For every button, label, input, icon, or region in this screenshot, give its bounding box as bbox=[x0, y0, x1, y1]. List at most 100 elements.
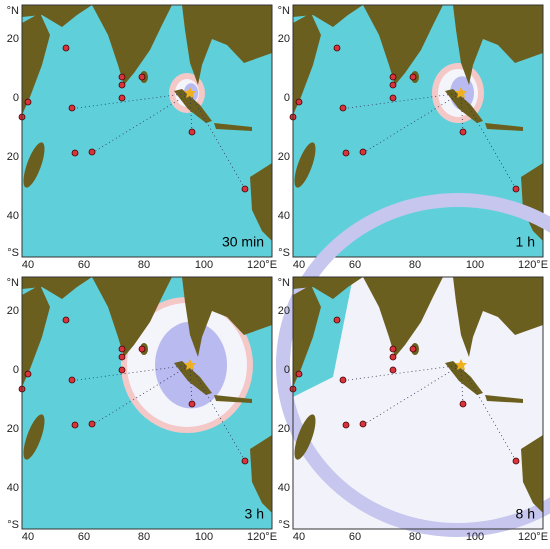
y-axis-label: °S bbox=[278, 519, 290, 531]
station bbox=[512, 185, 520, 193]
y-axis-label: °N bbox=[278, 5, 290, 17]
cable-line bbox=[76, 364, 246, 462]
x-axis-label: 80 bbox=[409, 531, 421, 543]
x-axis-label: 40 bbox=[293, 531, 305, 543]
x-axis-label: 40 bbox=[22, 531, 34, 543]
y-axis-label: 0 bbox=[284, 92, 290, 104]
y-axis-label: °N bbox=[7, 277, 19, 289]
panel-border bbox=[292, 4, 544, 258]
station bbox=[118, 353, 126, 361]
station bbox=[88, 148, 96, 156]
x-axis-label: 120°E bbox=[518, 531, 548, 543]
panel-border bbox=[292, 276, 544, 530]
epicenter bbox=[184, 87, 196, 98]
station bbox=[118, 366, 126, 374]
station bbox=[389, 81, 397, 89]
station bbox=[342, 149, 350, 157]
y-axis-label: °S bbox=[7, 519, 19, 531]
x-axis-label: 100 bbox=[195, 531, 213, 543]
y-axis-label: 20 bbox=[278, 151, 290, 163]
station bbox=[342, 421, 350, 429]
station bbox=[118, 345, 126, 353]
station bbox=[389, 353, 397, 361]
y-axis-label: 20 bbox=[7, 423, 19, 435]
x-axis-label: 80 bbox=[138, 259, 150, 271]
x-axis-label: 40 bbox=[293, 259, 305, 271]
x-axis-label: 100 bbox=[195, 259, 213, 271]
y-axis-label: 20 bbox=[278, 305, 290, 317]
x-axis-label: 80 bbox=[409, 259, 421, 271]
panel-label: 1 h bbox=[516, 234, 535, 250]
station bbox=[68, 104, 76, 112]
panel-border bbox=[21, 276, 273, 530]
station bbox=[188, 128, 196, 136]
x-axis-label: 60 bbox=[78, 531, 90, 543]
x-axis-label: 100 bbox=[466, 259, 484, 271]
y-axis-label: 40 bbox=[7, 482, 19, 494]
station bbox=[409, 73, 417, 81]
y-axis-label: °S bbox=[7, 247, 19, 259]
station bbox=[295, 370, 303, 378]
station bbox=[459, 400, 467, 408]
y-axis-label: 20 bbox=[278, 33, 290, 45]
y-axis-label: 40 bbox=[7, 210, 19, 222]
station bbox=[389, 366, 397, 374]
cable-line bbox=[347, 364, 517, 462]
epicenter bbox=[455, 87, 467, 98]
y-axis-label: 20 bbox=[278, 423, 290, 435]
y-axis-label: 40 bbox=[278, 210, 290, 222]
station bbox=[459, 128, 467, 136]
panel-border bbox=[21, 4, 273, 258]
panel-label: 3 h bbox=[245, 506, 264, 522]
station bbox=[359, 148, 367, 156]
station bbox=[62, 44, 70, 52]
x-axis-label: 100 bbox=[466, 531, 484, 543]
x-axis-label: 120°E bbox=[247, 259, 277, 271]
station bbox=[68, 376, 76, 384]
panel-label: 8 h bbox=[516, 506, 535, 522]
cable-line bbox=[76, 92, 246, 190]
station bbox=[118, 94, 126, 102]
x-axis-label: 80 bbox=[138, 531, 150, 543]
station bbox=[71, 421, 79, 429]
station bbox=[138, 73, 146, 81]
panel-label: 30 min bbox=[222, 234, 264, 250]
wave-front bbox=[276, 193, 550, 537]
station bbox=[241, 457, 249, 465]
x-axis-label: 60 bbox=[349, 259, 361, 271]
station bbox=[241, 185, 249, 193]
y-axis-label: 20 bbox=[7, 33, 19, 45]
wave-field bbox=[293, 277, 543, 529]
station bbox=[512, 457, 520, 465]
station bbox=[295, 98, 303, 106]
y-axis-label: 40 bbox=[278, 482, 290, 494]
station bbox=[118, 73, 126, 81]
y-axis-label: °N bbox=[278, 277, 290, 289]
epicenter bbox=[455, 359, 467, 370]
y-axis-label: °N bbox=[7, 5, 19, 17]
y-axis-label: 20 bbox=[7, 151, 19, 163]
station bbox=[24, 370, 32, 378]
y-axis-label: °S bbox=[278, 247, 290, 259]
y-axis-label: 0 bbox=[284, 364, 290, 376]
station bbox=[389, 94, 397, 102]
x-axis-label: 60 bbox=[78, 259, 90, 271]
station bbox=[339, 104, 347, 112]
station bbox=[333, 44, 341, 52]
station bbox=[409, 345, 417, 353]
x-axis-label: 120°E bbox=[518, 259, 548, 271]
epicenter bbox=[184, 359, 196, 370]
x-axis-label: 40 bbox=[22, 259, 34, 271]
y-axis-label: 0 bbox=[13, 364, 19, 376]
station bbox=[389, 345, 397, 353]
y-axis-label: 20 bbox=[7, 305, 19, 317]
station bbox=[389, 73, 397, 81]
station bbox=[339, 376, 347, 384]
cable-line bbox=[347, 92, 517, 190]
station bbox=[62, 316, 70, 324]
